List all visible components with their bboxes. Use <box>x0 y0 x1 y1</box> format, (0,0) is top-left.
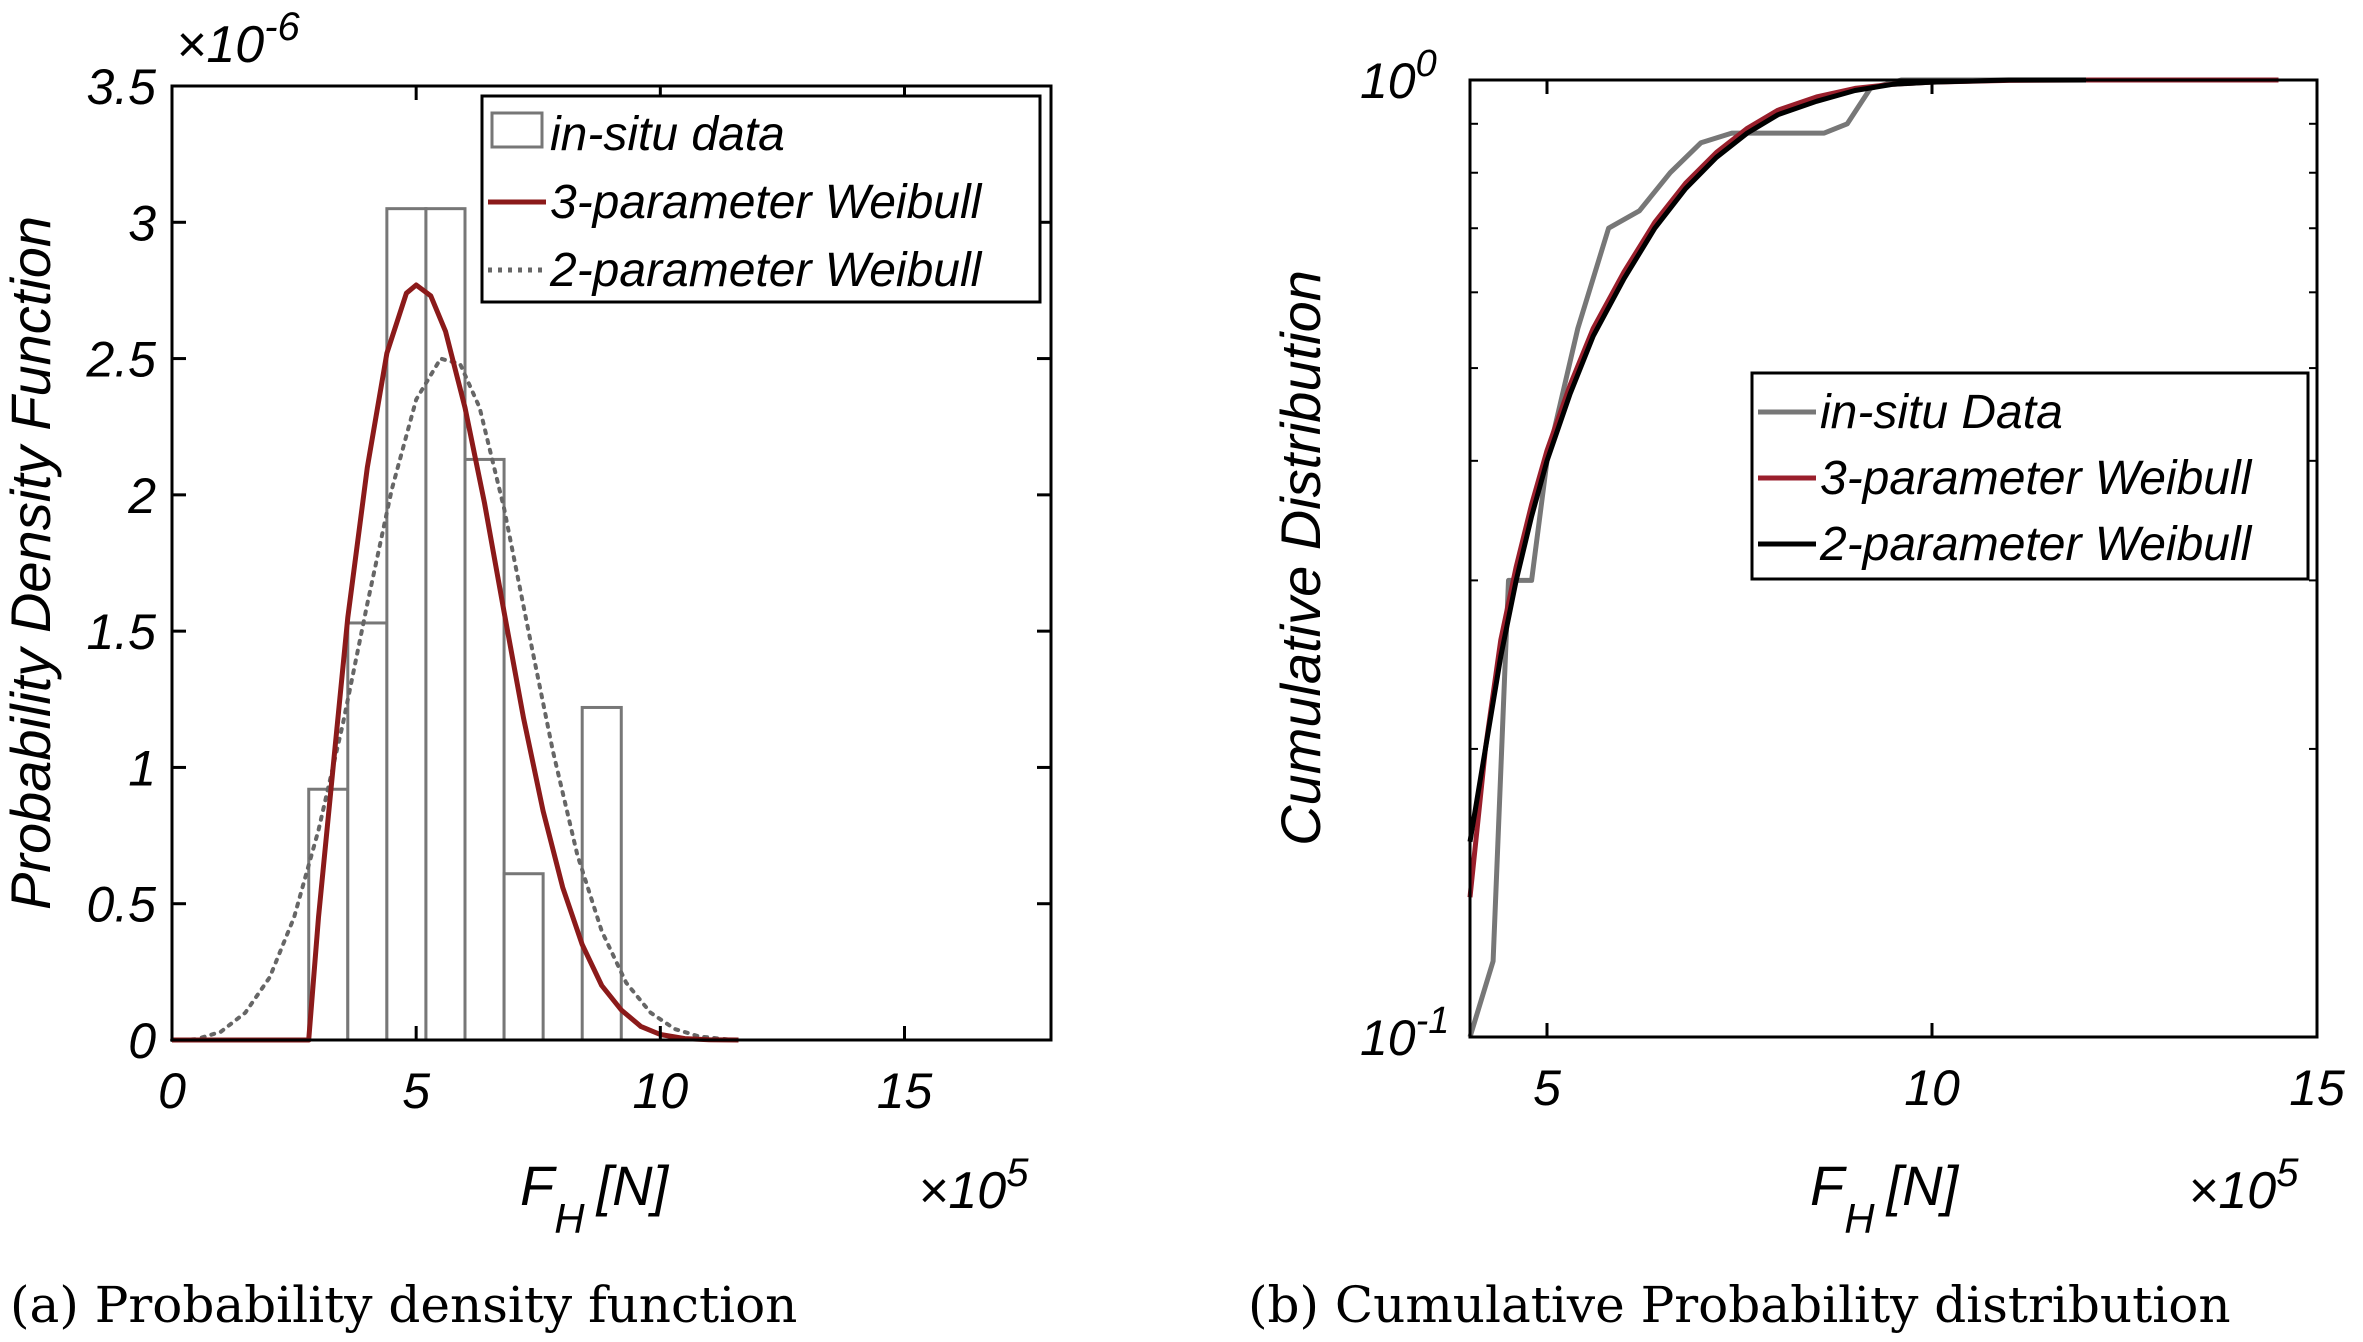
panel-b-caption: (b) Cumulative Probability distribution <box>1248 1276 2231 1334</box>
panel-a-x-label: FH[N] <box>520 1154 670 1242</box>
panel-b-legend: in-situ Data 3-parameter Weibull 2-param… <box>1750 371 2310 581</box>
panel-a-axes-box <box>170 84 1053 1042</box>
x-tick-label: 5 <box>1533 1060 1561 1116</box>
panel-a-histogram-bars <box>307 207 623 1042</box>
panel-a-legend-box <box>480 94 1042 304</box>
histogram-bar <box>502 872 545 1042</box>
series-line-2-parameter-weibull <box>170 356 736 1042</box>
y-tick-label: 2.5 <box>85 332 156 388</box>
histogram-bar <box>580 705 623 1042</box>
panel-b-cdf-chart: 5 10 15 10-1 100 ×105 FH[N] Cumulative Distr… <box>1248 43 2345 1334</box>
x-tick-label: 0 <box>158 1063 186 1119</box>
histogram-bar <box>463 457 506 1042</box>
panel-b-axes-box <box>1468 78 2319 1039</box>
panel-a-legend-entry-3p: 3-parameter Weibull <box>550 176 983 229</box>
panel-b-legend-entry-2p: 2-parameter Weibull <box>1819 518 2253 571</box>
y-tick-label: 10-1 <box>1360 1000 1449 1066</box>
panel-b-legend-box <box>1750 371 2310 581</box>
panel-b-y-label: Cumulative Distribution <box>1269 270 1332 846</box>
histogram-bar <box>385 207 428 1042</box>
panel-a-y-label: Probability Density Function <box>0 216 62 910</box>
panel-b-x-label: FH[N] <box>1810 1154 1960 1242</box>
panel-a-legend-entry-insitu: in-situ data <box>550 108 785 161</box>
y-tick-label: 0.5 <box>86 877 156 933</box>
y-tick-label: 3.5 <box>86 59 156 115</box>
legend-histogram-swatch-icon <box>490 111 544 149</box>
x-tick-label: 15 <box>877 1063 933 1119</box>
panel-a-legend: in-situ data 3-parameter Weibull 2-param… <box>480 94 1042 304</box>
panel-b-legend-entry-3p: 3-parameter Weibull <box>1820 452 2253 505</box>
panel-b-legend-entry-insitu: in-situ Data <box>1820 386 2063 439</box>
panel-a-y-multiplier: ×10-6 <box>176 5 301 74</box>
panel-a-ticks: 0 5 10 15 0 0.5 1 1.5 2 2.5 3 3.5 <box>85 59 1051 1119</box>
x-tick-label: 10 <box>633 1063 689 1119</box>
panel-b-ticks: 5 10 15 10-1 100 <box>1360 43 2345 1116</box>
x-tick-label: 5 <box>402 1063 430 1119</box>
y-tick-label: 1 <box>128 740 156 796</box>
y-tick-label: 3 <box>128 195 156 251</box>
histogram-bar <box>346 621 389 1042</box>
panel-a-legend-entry-2p: 2-parameter Weibull <box>549 244 983 297</box>
panel-a-curves <box>170 282 739 1043</box>
y-tick-label: 2 <box>127 468 156 524</box>
panel-a-x-multiplier: ×105 <box>918 1151 1029 1220</box>
panel-a-caption: (a) Probability density function <box>10 1276 797 1334</box>
series-line-3-parameter-weibull <box>172 282 739 1043</box>
y-tick-label: 100 <box>1360 43 1437 109</box>
panel-b-x-multiplier: ×105 <box>2188 1151 2299 1220</box>
y-tick-label: 0 <box>128 1013 156 1069</box>
y-tick-label: 1.5 <box>86 604 156 660</box>
x-tick-label: 10 <box>1904 1060 1960 1116</box>
x-tick-label: 15 <box>2289 1060 2345 1116</box>
series-line-2-parameter-weibull <box>1467 77 2086 843</box>
